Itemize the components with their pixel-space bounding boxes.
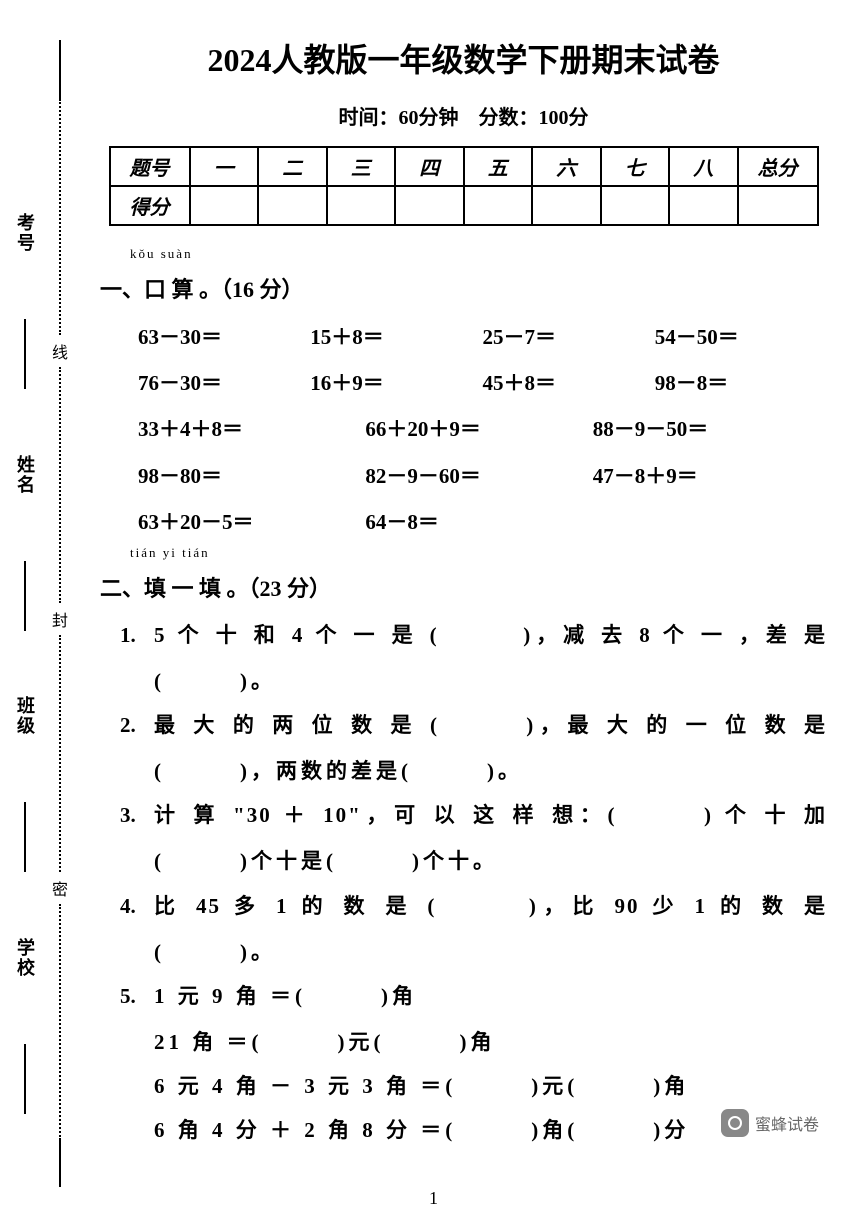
score-table: 题号 一 二 三 四 五 六 七 八 总分 得分 [109, 146, 819, 226]
cell: 总分 [738, 147, 818, 186]
item-num: 4. [120, 884, 154, 928]
cell: 得分 [110, 186, 190, 225]
calc-item: 16＋9＝ [310, 360, 482, 406]
cell: 一 [190, 147, 259, 186]
page-number: 1 [429, 1188, 438, 1209]
table-row: 得分 [110, 186, 818, 225]
time-label: 时间： [339, 107, 399, 129]
section2-items: 1. 5 个 十 和 4 个 一 是 ( )，减 去 8 个 一 ，差 是 ( … [100, 613, 827, 1152]
watermark-text: 蜜蜂试卷 [755, 1111, 819, 1135]
cell-blank [738, 186, 818, 225]
binding-line [24, 561, 26, 631]
cell: 七 [601, 147, 670, 186]
calc-item: 88－9－50＝ [593, 406, 820, 452]
item-text: ( )个十是( )个十。 [120, 839, 827, 883]
calc-item: 64－8＝ [365, 499, 592, 545]
calc-item: 33＋4＋8＝ [138, 406, 365, 452]
cell: 二 [258, 147, 327, 186]
table-row: 题号 一 二 三 四 五 六 七 八 总分 [110, 147, 818, 186]
section1-heading: 一、口 算 。（16 分） [100, 272, 827, 304]
item-text: ( )，两数的差是( )。 [120, 749, 827, 793]
binding-line [24, 319, 26, 389]
item-text: 计 算 "30 ＋ 10"，可 以 这 样 想：( ) 个 十 加 [154, 793, 827, 837]
item-text: ( )。 [120, 659, 827, 703]
exam-meta: 时间：60分钟 分数：100分 [100, 101, 827, 130]
item-text: ( )。 [120, 930, 827, 974]
binding-margin: 考号 姓名 班级 学校 线 封 密 [10, 40, 90, 1187]
item-text: 6 元 4 角 － 3 元 3 角 ＝( )元( )角 [120, 1064, 827, 1108]
score-label: 分数： [479, 107, 539, 129]
cell-blank [258, 186, 327, 225]
cell-blank [190, 186, 259, 225]
seal-char: 线 [52, 335, 68, 367]
cell-blank [669, 186, 738, 225]
seal-char: 封 [52, 603, 68, 635]
section1-pinyin: kǒu suàn [130, 246, 827, 262]
cell: 三 [327, 147, 396, 186]
binding-line [24, 1044, 26, 1114]
score-value: 100分 [539, 107, 589, 129]
item-num: 3. [120, 793, 154, 837]
calc-item: 54－50＝ [655, 314, 827, 360]
calc-item: 45＋8＝ [483, 360, 655, 406]
calc-item: 25－7＝ [483, 314, 655, 360]
item-num: 5. [120, 974, 154, 1018]
calc-item: 63－30＝ [138, 314, 310, 360]
label-name: 姓名 [12, 455, 38, 495]
section2-heading: 二、填 一 填 。（23 分） [100, 571, 827, 603]
calc-item: 98－80＝ [138, 453, 365, 499]
calc-item: 66＋20＋9＝ [365, 406, 592, 452]
item-num: 1. [120, 613, 154, 657]
cell-blank [601, 186, 670, 225]
cell-blank [327, 186, 396, 225]
item-text: 比 45 多 1 的 数 是 ( )，比 90 少 1 的 数 是 [154, 884, 827, 928]
item-text: 最 大 的 两 位 数 是 ( )，最 大 的 一 位 数 是 [154, 703, 827, 747]
cell: 六 [532, 147, 601, 186]
item-num: 2. [120, 703, 154, 747]
item-text: 5 个 十 和 4 个 一 是 ( )，减 去 8 个 一 ，差 是 [154, 613, 827, 657]
calc-item: 98－8＝ [655, 360, 827, 406]
calc-item: 63＋20－5＝ [138, 499, 365, 545]
item-text: 1 元 9 角 ＝( )角 [154, 974, 827, 1018]
item-text: 21 角 ＝( )元( )角 [120, 1020, 827, 1064]
label-examno: 考号 [12, 213, 38, 253]
cell: 八 [669, 147, 738, 186]
cell: 四 [395, 147, 464, 186]
cell-blank [532, 186, 601, 225]
cell: 题号 [110, 147, 190, 186]
watermark-icon [721, 1109, 749, 1137]
label-school: 学校 [12, 938, 38, 978]
watermark: 蜜蜂试卷 [721, 1109, 819, 1137]
time-value: 60分钟 [399, 107, 459, 129]
section1-questions: 63－30＝ 15＋8＝ 25－7＝ 54－50＝ 76－30＝ 16＋9＝ 4… [100, 314, 827, 545]
binding-line [24, 802, 26, 872]
calc-item: 15＋8＝ [310, 314, 482, 360]
label-class: 班级 [12, 696, 38, 736]
cell: 五 [464, 147, 533, 186]
cell-blank [395, 186, 464, 225]
seal-char: 密 [52, 872, 68, 904]
calc-item: 47－8＋9＝ [593, 453, 820, 499]
page-title: 2024人教版一年级数学下册期末试卷 [100, 35, 827, 81]
cell-blank [464, 186, 533, 225]
section2-pinyin: tián yi tián [130, 545, 827, 561]
binding-labels: 考号 姓名 班级 学校 [10, 40, 40, 1187]
calc-item: 82－9－60＝ [365, 453, 592, 499]
calc-item: 76－30＝ [138, 360, 310, 406]
seal-line: 线 封 密 [40, 40, 80, 1187]
